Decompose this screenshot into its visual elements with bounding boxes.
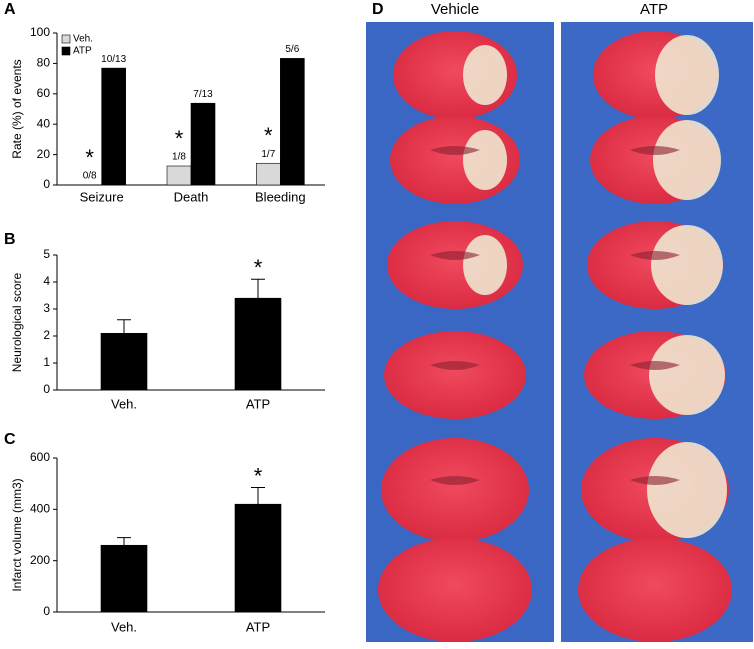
x-tick-label: Death: [174, 189, 209, 204]
ventricle: [630, 361, 680, 370]
value-label: 7/13: [193, 89, 213, 100]
value-label: 5/6: [285, 44, 299, 55]
x-tick-label: Veh.: [111, 619, 137, 634]
y-axis-label: Rate (%) of events: [10, 59, 24, 158]
infarct: [651, 225, 723, 305]
y-tick-label: 1: [43, 355, 50, 369]
y-tick-label: 0: [43, 604, 50, 618]
panel-label: A: [4, 1, 16, 18]
ventricle: [630, 251, 680, 260]
y-tick-label: 5: [43, 247, 50, 261]
value-label: 0/8: [83, 171, 97, 182]
bar: [256, 162, 281, 186]
x-tick-label: ATP: [246, 396, 270, 411]
bar: [234, 297, 282, 391]
y-axis-label: Neurological score: [10, 272, 24, 372]
bar: [166, 165, 192, 186]
significance: *: [175, 126, 184, 151]
y-tick-label: 60: [37, 86, 51, 100]
value-label: 1/8: [172, 152, 186, 163]
error-bar: [251, 278, 265, 299]
legend-swatch: [61, 46, 71, 56]
infarct: [463, 130, 507, 190]
slice: [378, 538, 532, 642]
panel-label: D: [372, 1, 384, 18]
ventricle: [430, 251, 480, 260]
error-bar: [251, 487, 265, 505]
infarct: [647, 442, 727, 538]
y-tick-label: 3: [43, 301, 50, 315]
infarct: [463, 45, 507, 105]
ventricle: [430, 476, 480, 485]
y-tick-label: 600: [30, 450, 50, 464]
y-axis-label: Infarct volume (mm3): [10, 478, 24, 591]
bar: [190, 102, 216, 186]
ventricle: [430, 361, 480, 370]
bar: [100, 544, 148, 613]
y-tick-label: 0: [43, 382, 50, 396]
significance: *: [85, 145, 94, 170]
infarct: [463, 235, 507, 295]
x-tick-label: Bleeding: [255, 189, 306, 204]
infarct: [653, 120, 721, 200]
y-tick-label: 400: [30, 502, 50, 516]
y-tick-label: 2: [43, 328, 50, 342]
column-title: ATP: [640, 1, 668, 18]
value-label: 10/13: [101, 54, 126, 65]
infarct: [649, 335, 725, 415]
significance: *: [254, 255, 263, 280]
error-bar: [117, 319, 131, 334]
error-bar: [117, 537, 131, 546]
slice: [384, 331, 526, 419]
significance: *: [254, 463, 263, 488]
y-tick-label: 0: [43, 177, 50, 191]
legend-label: Veh.: [73, 34, 93, 45]
brain-slices: [378, 31, 732, 642]
y-tick-label: 200: [30, 553, 50, 567]
y-tick-label: 20: [37, 147, 51, 161]
x-tick-label: Veh.: [111, 396, 137, 411]
bar: [100, 332, 148, 391]
ventricle: [630, 146, 680, 155]
infarct: [655, 35, 719, 115]
bar: [280, 58, 305, 186]
x-tick-label: ATP: [246, 619, 270, 634]
x-tick-label: Seizure: [80, 189, 124, 204]
y-tick-label: 80: [37, 56, 51, 70]
value-label: 1/7: [261, 149, 275, 160]
column-title: Vehicle: [431, 1, 479, 18]
y-tick-label: 4: [43, 274, 50, 288]
legend-swatch: [61, 34, 71, 44]
slice: [381, 438, 529, 542]
significance: *: [264, 123, 273, 148]
bar: [234, 503, 282, 613]
legend-label: ATP: [73, 46, 92, 57]
ventricle: [630, 476, 680, 485]
panel-label: C: [4, 431, 16, 448]
slice: [578, 538, 732, 642]
panel-label: B: [4, 231, 16, 248]
bar: [101, 67, 126, 186]
y-tick-label: 40: [37, 116, 51, 130]
ventricle: [430, 146, 480, 155]
y-tick-label: 100: [30, 25, 50, 39]
